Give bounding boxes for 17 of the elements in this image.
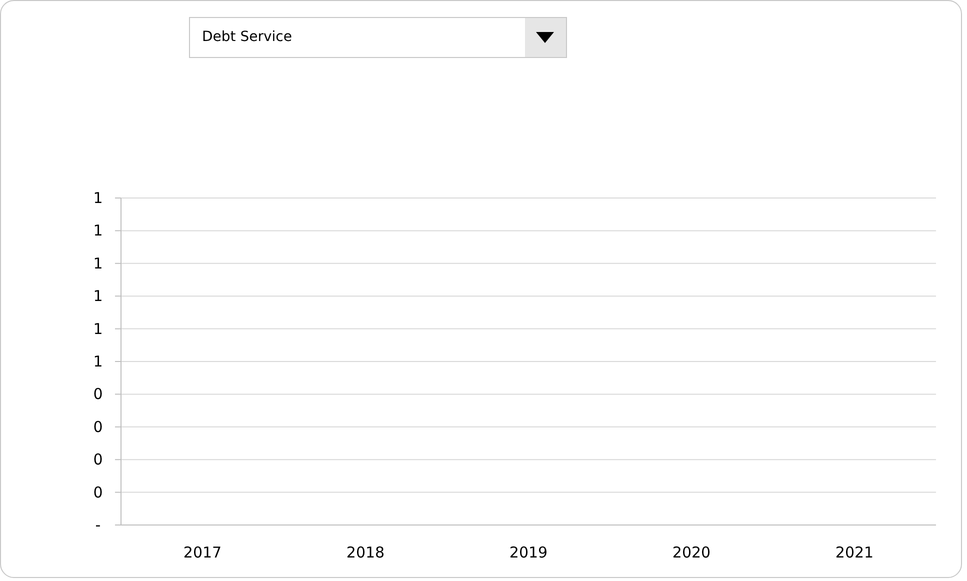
y-tick-label: 0 bbox=[93, 483, 103, 502]
y-tick-label: 1 bbox=[93, 222, 103, 240]
y-tick-label: 0 bbox=[93, 385, 103, 404]
y-tick-label: 1 bbox=[93, 352, 103, 370]
x-tick-label: 2017 bbox=[183, 544, 222, 562]
y-tick-label: 0 bbox=[93, 450, 103, 469]
y-tick-label: 1 bbox=[93, 287, 103, 306]
x-tick-label: 2020 bbox=[672, 544, 711, 562]
y-tick-label: 1 bbox=[93, 189, 103, 207]
chart-title: Debt Service bbox=[202, 29, 292, 45]
x-tick-label: 2018 bbox=[346, 544, 385, 562]
y-tick-label: - bbox=[95, 516, 101, 534]
x-tick-label: 2021 bbox=[835, 544, 874, 562]
y-tick-label: 0 bbox=[93, 418, 103, 436]
y-tick-label: 1 bbox=[93, 254, 103, 272]
y-tick-label: 1 bbox=[93, 320, 103, 338]
x-tick-label: 2019 bbox=[509, 544, 548, 562]
